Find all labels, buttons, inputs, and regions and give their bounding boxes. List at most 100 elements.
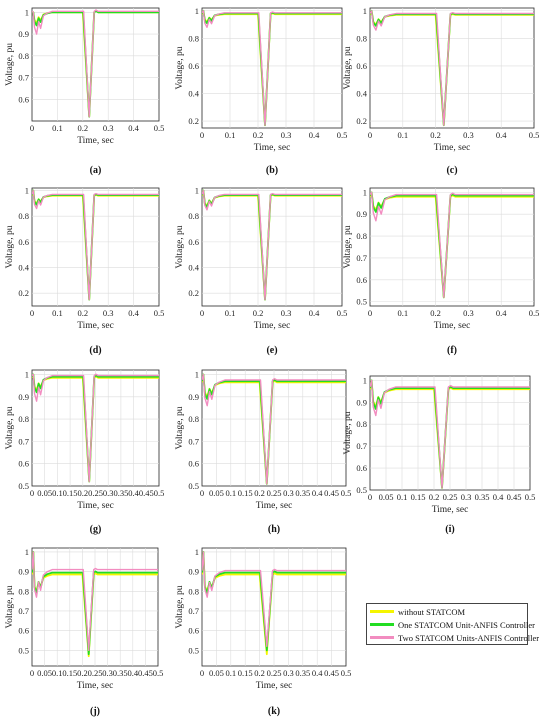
x-tick-label: 0.2 <box>254 488 265 498</box>
x-tick-label: 0.35 <box>113 668 128 678</box>
panel-caption: (a) <box>90 165 102 176</box>
y-tick-label: 0.4 <box>18 263 29 273</box>
y-tick-label: 0.6 <box>356 275 367 285</box>
x-tick-label: 0.05 <box>37 668 52 678</box>
series-line <box>370 10 534 126</box>
y-tick-label: 0.7 <box>18 606 29 616</box>
y-tick-label: 0.2 <box>188 288 199 298</box>
y-tick-label: 0.8 <box>356 33 367 43</box>
series-line <box>202 189 342 301</box>
x-tick-label: 0.45 <box>139 488 154 498</box>
x-tick-label: 0.15 <box>62 668 77 678</box>
x-tick-label: 0 <box>200 308 204 318</box>
y-axis-label: Voltage, pu <box>175 406 185 449</box>
y-tick-label: 0.7 <box>188 606 199 616</box>
x-tick-label: 0.45 <box>324 488 339 498</box>
x-axis-label: Time, sec <box>77 501 114 511</box>
y-tick-label: 0.7 <box>18 73 29 83</box>
series-line <box>202 551 346 652</box>
x-tick-label: 0.25 <box>443 492 458 502</box>
x-axis-label: Time, sec <box>77 681 114 691</box>
y-tick-label: 1 <box>195 547 199 557</box>
legend-swatch <box>370 623 394 626</box>
x-tick-label: 0.1 <box>52 668 63 678</box>
plot-frame <box>369 7 535 129</box>
x-tick-label: 0.3 <box>102 668 113 678</box>
series-line <box>32 9 159 118</box>
x-tick-label: 0.4 <box>312 488 323 498</box>
x-tick-label: 0.4 <box>312 668 323 678</box>
y-tick-label: 1 <box>25 547 29 557</box>
y-axis-label: Voltage, pu <box>5 225 15 268</box>
x-tick-label: 0.35 <box>295 488 310 498</box>
x-tick-label: 0.5 <box>525 492 536 502</box>
y-tick-label: 0.7 <box>18 436 29 446</box>
x-tick-label: 0.05 <box>37 488 52 498</box>
legend: without STATCOM One STATCOM Unit-ANFIS C… <box>366 603 539 645</box>
y-tick-label: 1 <box>25 369 29 379</box>
panel-g: 0 0.05 0.1 0.15 0.2 0.25 0.3 0.35 0.4 0.45 0.50.50… <box>5 369 164 535</box>
x-tick-label: 0 <box>368 130 372 140</box>
y-tick-label: 1 <box>195 369 199 379</box>
x-tick-label: 0 <box>200 130 204 140</box>
x-tick-label: 0.35 <box>113 488 128 498</box>
y-tick-label: 1 <box>363 375 367 385</box>
x-tick-label: 0.3 <box>103 488 114 498</box>
y-tick-label: 0.4 <box>188 263 199 273</box>
y-tick-label: 0.5 <box>18 645 29 655</box>
x-axis-label: Time, sec <box>77 321 114 331</box>
legend-item-without-statcom: without STATCOM <box>370 605 524 618</box>
x-tick-label: 0.05 <box>379 492 394 502</box>
x-tick-label: 0 <box>368 308 372 318</box>
panel-d: 0 0.1 0.2 0.3 0.4 0.5 0.2 0.4 0.6 0.8 1 Time, sec Vo… <box>5 186 164 356</box>
x-axis-label: Time, sec <box>432 505 469 515</box>
panel-c: 0 0.1 0.2 0.3 0.4 0.5 0.2 0.4 0.6 0.8 1 Time, sec Vo… <box>343 6 539 176</box>
panel-k: 0 0.05 0.1 0.15 0.2 0.25 0.3 0.35 0.4 0.45 0.50.50… <box>175 547 351 717</box>
panel-caption: (h) <box>268 524 280 535</box>
x-tick-label: 0.45 <box>507 492 522 502</box>
x-tick-label: 0.2 <box>430 130 441 140</box>
plot-frame <box>31 187 160 307</box>
x-tick-label: 0.25 <box>267 668 282 678</box>
y-tick-label: 0.6 <box>18 237 29 247</box>
legend-item-one-statcom: One STATCOM Unit-ANFIS Controller <box>370 618 535 631</box>
x-tick-label: 0.45 <box>138 668 153 678</box>
y-tick-label: 0.8 <box>18 414 29 424</box>
x-tick-label: 0 <box>30 668 34 678</box>
x-tick-label: 0.5 <box>337 308 348 318</box>
y-tick-label: 0.2 <box>188 116 199 126</box>
panel-caption: (g) <box>90 524 102 535</box>
series-line <box>370 191 534 298</box>
y-axis-label: Voltage, pu <box>5 43 15 86</box>
y-tick-label: 0.6 <box>18 94 29 104</box>
y-tick-label: 0.7 <box>356 441 367 451</box>
x-tick-label: 0.2 <box>77 488 88 498</box>
x-tick-label: 0.5 <box>154 308 165 318</box>
y-tick-label: 0.5 <box>356 485 367 495</box>
plot-frame <box>31 7 160 122</box>
x-axis-label: Time, sec <box>254 321 291 331</box>
x-axis-label: Time, sec <box>256 501 293 511</box>
x-tick-label: 0.2 <box>254 668 265 678</box>
x-tick-label: 0.25 <box>267 488 282 498</box>
panel-caption: (j) <box>90 706 100 717</box>
x-tick-label: 0.4 <box>309 308 320 318</box>
x-tick-label: 0.2 <box>429 492 440 502</box>
y-tick-label: 0.6 <box>356 463 367 473</box>
x-tick-label: 0.25 <box>88 668 103 678</box>
y-tick-label: 0.5 <box>188 481 199 491</box>
x-tick-label: 0 <box>200 488 204 498</box>
x-tick-label: 0.1 <box>225 308 236 318</box>
x-tick-label: 0.15 <box>238 668 253 678</box>
y-tick-label: 0.9 <box>356 397 367 407</box>
x-tick-label: 0.15 <box>411 492 426 502</box>
panel-caption: (i) <box>445 524 454 535</box>
y-tick-label: 0.6 <box>18 459 29 469</box>
x-tick-label: 0.4 <box>128 308 139 318</box>
y-tick-label: 0.8 <box>18 586 29 596</box>
x-tick-label: 0.2 <box>253 130 264 140</box>
panel-caption: (k) <box>268 706 280 717</box>
x-tick-label: 0.1 <box>225 130 236 140</box>
y-tick-label: 0.8 <box>356 419 367 429</box>
y-tick-label: 1 <box>195 6 199 16</box>
